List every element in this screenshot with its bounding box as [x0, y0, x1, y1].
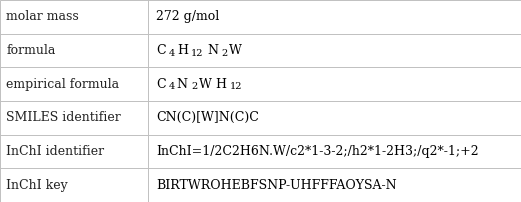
Text: 12: 12: [191, 49, 204, 58]
Text: N: N: [207, 44, 218, 57]
Text: W: W: [199, 78, 212, 91]
Text: 2: 2: [191, 82, 197, 91]
Text: InChI identifier: InChI identifier: [6, 145, 104, 158]
Text: formula: formula: [6, 44, 56, 57]
Text: H: H: [216, 78, 227, 91]
Text: 4: 4: [169, 49, 175, 58]
Text: SMILES identifier: SMILES identifier: [6, 111, 121, 124]
Text: C: C: [156, 78, 166, 91]
Text: 272 g/mol: 272 g/mol: [156, 10, 219, 23]
Text: CN(C)[W]N(C)C: CN(C)[W]N(C)C: [156, 111, 259, 124]
Text: C: C: [156, 44, 166, 57]
Text: empirical formula: empirical formula: [6, 78, 119, 91]
Text: molar mass: molar mass: [6, 10, 79, 23]
Text: BIRTWROHEBFSNP-UHFFFAOYSA-N: BIRTWROHEBFSNP-UHFFFAOYSA-N: [156, 179, 397, 192]
Text: 2: 2: [221, 49, 228, 58]
Text: N: N: [177, 78, 188, 91]
Text: 12: 12: [230, 82, 242, 91]
Text: H: H: [177, 44, 188, 57]
Text: InChI=1/2C2H6N.W/c2*1-3-2;/h2*1-2H3;/q2*-1;+2: InChI=1/2C2H6N.W/c2*1-3-2;/h2*1-2H3;/q2*…: [156, 145, 479, 158]
Text: InChI key: InChI key: [6, 179, 68, 192]
Text: 4: 4: [169, 82, 175, 91]
Text: W: W: [229, 44, 242, 57]
